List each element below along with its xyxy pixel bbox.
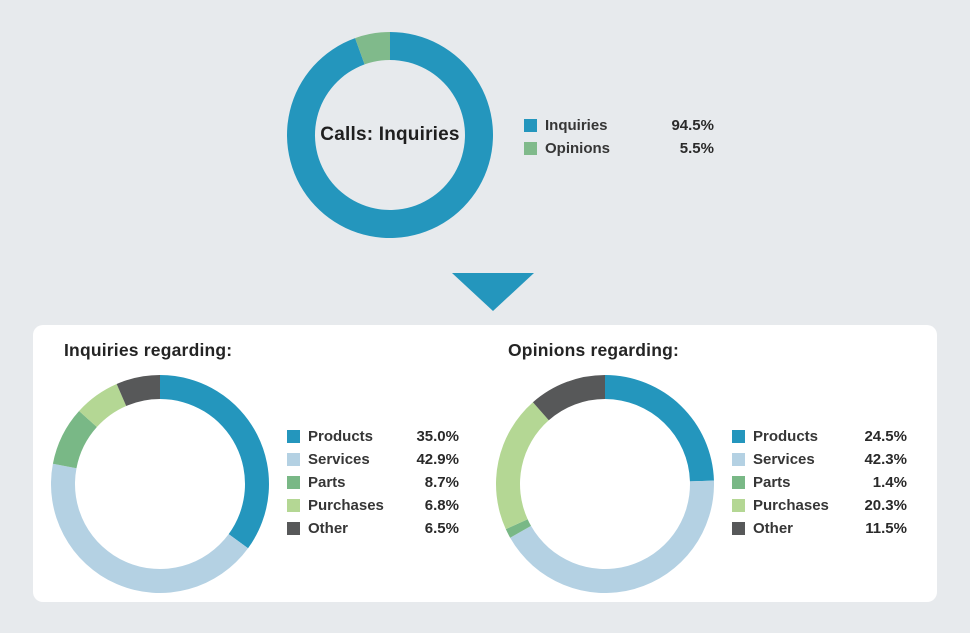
donut-segment-services: [510, 480, 714, 593]
legend-swatch-icon: [287, 522, 300, 535]
donut-segment-products: [160, 375, 269, 549]
legend-swatch-icon: [732, 430, 745, 443]
legend-value: 42.9%: [416, 451, 459, 468]
legend-row-products: Products 24.5%: [732, 425, 907, 448]
legend-value: 24.5%: [864, 428, 907, 445]
legend-label: Products: [753, 428, 819, 445]
opinions-panel-title: Opinions regarding:: [508, 340, 680, 360]
legend-swatch-icon: [524, 142, 537, 155]
legend-value: 42.3%: [864, 451, 907, 468]
donut-segment-parts: [505, 519, 532, 538]
donut-ring: [51, 375, 269, 593]
legend-swatch-icon: [732, 522, 745, 535]
legend-row-products: Products 35.0%: [287, 425, 459, 448]
legend-value: 5.5%: [679, 140, 714, 157]
legend-label: Services: [308, 451, 370, 468]
donut-segment-other: [116, 375, 160, 406]
legend-label: Opinions: [545, 140, 610, 157]
legend-row-purchases: Purchases 6.8%: [287, 494, 459, 517]
donut-ring: [496, 375, 714, 593]
donut-segment-services: [51, 463, 249, 593]
legend-row-inquiries: Inquiries 94.5%: [524, 114, 714, 137]
legend-swatch-icon: [732, 499, 745, 512]
legend-value: 6.8%: [424, 497, 459, 514]
legend-label: Purchases: [308, 497, 384, 514]
legend-swatch-icon: [732, 453, 745, 466]
legend-swatch-icon: [732, 476, 745, 489]
inquiries-panel-title: Inquiries regarding:: [64, 340, 233, 360]
legend-swatch-icon: [287, 476, 300, 489]
donut-ring: [287, 32, 493, 238]
legend-label: Other: [753, 520, 794, 537]
donut-segment-products: [605, 375, 714, 482]
donut-center-label: Calls: Inquiries: [320, 124, 460, 145]
opinions-breakdown-legend: Products 24.5% Services 42.3% Parts 1.4% Purch…: [732, 425, 907, 540]
legend-value: 1.4%: [872, 474, 907, 491]
legend-label: Services: [753, 451, 815, 468]
inquiries-breakdown-donut-chart: [51, 375, 269, 593]
opinions-breakdown-donut-chart: [496, 375, 714, 593]
legend-swatch-icon: [287, 453, 300, 466]
legend-value: 35.0%: [416, 428, 459, 445]
legend-row-parts: Parts 1.4%: [732, 471, 907, 494]
calls-overview-legend: Inquiries 94.5% Opinions 5.5%: [524, 114, 714, 160]
legend-label: Products: [308, 428, 374, 445]
legend-label: Parts: [308, 474, 346, 491]
legend-label: Parts: [753, 474, 791, 491]
legend-row-parts: Parts 8.7%: [287, 471, 459, 494]
legend-swatch-icon: [524, 119, 537, 132]
legend-label: Purchases: [753, 497, 829, 514]
legend-swatch-icon: [287, 499, 300, 512]
breakdown-card: Inquiries regarding: Products 35.0% Servic…: [33, 325, 937, 602]
donut-segment-other: [532, 375, 605, 421]
legend-value: 8.7%: [424, 474, 459, 491]
legend-row-other: Other 11.5%: [732, 517, 907, 540]
legend-row-services: Services 42.9%: [287, 448, 459, 471]
legend-value: 6.5%: [424, 520, 459, 537]
legend-swatch-icon: [287, 430, 300, 443]
legend-row-opinions: Opinions 5.5%: [524, 137, 714, 160]
legend-row-purchases: Purchases 20.3%: [732, 494, 907, 517]
donut-segment-parts: [52, 410, 97, 469]
legend-row-other: Other 6.5%: [287, 517, 459, 540]
legend-value: 11.5%: [865, 520, 907, 537]
donut-segment-opinions: [355, 32, 390, 65]
triangle-down-icon: [452, 273, 534, 311]
legend-row-services: Services 42.3%: [732, 448, 907, 471]
inquiries-breakdown-legend: Products 35.0% Services 42.9% Parts 8.7% Purch…: [287, 425, 459, 540]
donut-segment-purchases: [496, 402, 549, 530]
calls-overview-donut-chart: Calls: Inquiries: [287, 32, 493, 238]
legend-value: 20.3%: [864, 497, 907, 514]
legend-label: Inquiries: [545, 117, 608, 134]
legend-value: 94.5%: [671, 117, 714, 134]
legend-label: Other: [308, 520, 349, 537]
donut-segment-purchases: [79, 383, 127, 428]
